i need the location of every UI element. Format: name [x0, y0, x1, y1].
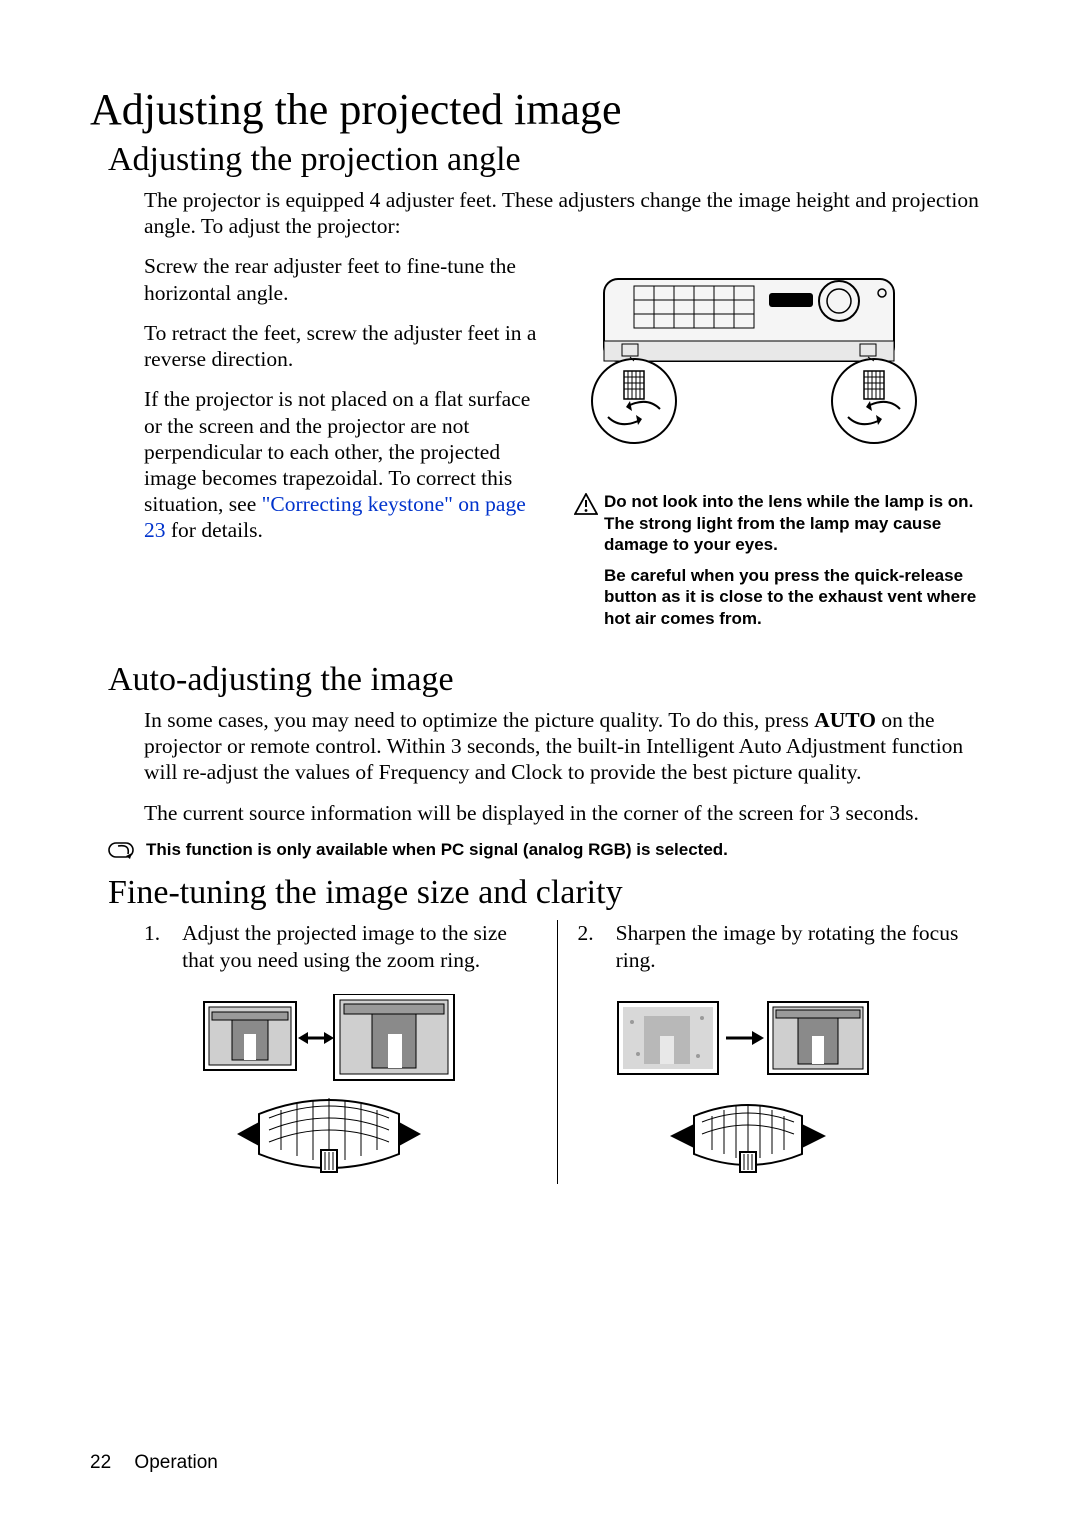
page-title: Adjusting the projected image: [90, 84, 990, 135]
paragraph: To retract the feet, screw the adjuster …: [144, 320, 544, 372]
section-heading-fine-tune: Fine-tuning the image size and clarity: [108, 874, 990, 912]
paragraph: The projector is equipped 4 adjuster fee…: [144, 187, 990, 239]
left-column: Screw the rear adjuster feet to fine-tun…: [144, 253, 544, 639]
step-text: 1. Adjust the projected image to the siz…: [144, 920, 537, 974]
paragraph: Screw the rear adjuster feet to fine-tun…: [144, 253, 544, 305]
paragraph: If the projector is not placed on a flat…: [144, 386, 544, 543]
two-column-layout: Screw the rear adjuster feet to fine-tun…: [144, 253, 990, 639]
page: Adjusting the projected image Adjusting …: [0, 0, 1080, 1529]
page-number: 22: [90, 1452, 111, 1473]
paragraph: In some cases, you may need to optimize …: [144, 707, 990, 786]
step-number: 1.: [144, 920, 160, 974]
projector-illustration: [574, 261, 990, 461]
step-body: Adjust the projected image to the size t…: [182, 920, 536, 974]
step-column-1: 1. Adjust the projected image to the siz…: [144, 920, 558, 1184]
section-name: Operation: [134, 1452, 217, 1473]
step-column-2: 2. Sharpen the image by rotating the foc…: [558, 920, 991, 1184]
steps-row: 1. Adjust the projected image to the siz…: [144, 920, 990, 1184]
warning-paragraph: Be careful when you press the quick-rele…: [604, 565, 990, 629]
warning-text: Do not look into the lens while the lamp…: [604, 491, 990, 639]
text: for details.: [166, 518, 263, 542]
zoom-illustration: [194, 994, 537, 1184]
note-text: This function is only available when PC …: [146, 840, 728, 860]
step-number: 2.: [578, 920, 594, 974]
warning-box: Do not look into the lens while the lamp…: [574, 491, 990, 639]
focus-illustration: [608, 994, 971, 1184]
section-heading-auto: Auto-adjusting the image: [108, 661, 990, 699]
step-text: 2. Sharpen the image by rotating the foc…: [578, 920, 971, 974]
paragraph: The current source information will be d…: [144, 800, 990, 826]
note-row: This function is only available when PC …: [108, 840, 990, 860]
step-body: Sharpen the image by rotating the focus …: [616, 920, 970, 974]
warning-icon: [574, 493, 598, 515]
text: In some cases, you may need to optimize …: [144, 708, 814, 732]
warning-paragraph: Do not look into the lens while the lamp…: [604, 491, 990, 555]
page-footer: 22 Operation: [90, 1452, 218, 1474]
bold-text: AUTO: [814, 708, 876, 732]
note-icon: [108, 840, 138, 860]
section-heading-angle: Adjusting the projection angle: [108, 141, 990, 179]
right-column: Do not look into the lens while the lamp…: [574, 253, 990, 639]
